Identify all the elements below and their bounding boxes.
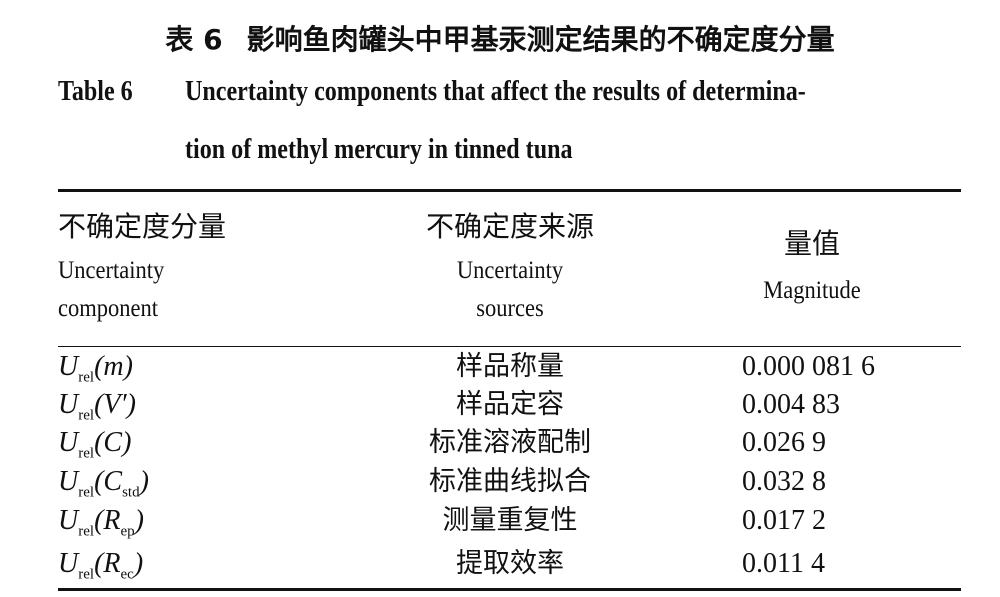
component-cell: Urel(Rec) bbox=[58, 545, 143, 594]
subscript: rel bbox=[78, 566, 95, 583]
caption-zh: 表 6 影响鱼肉罐头中甲基汞测定结果的不确定度分量 bbox=[0, 18, 1000, 58]
subscript: rel bbox=[78, 445, 95, 462]
header-en: component bbox=[58, 295, 158, 322]
subscript: ec bbox=[120, 566, 134, 583]
header-en: Magnitude bbox=[763, 277, 861, 304]
magnitude-cell: 0.026 9 bbox=[742, 427, 826, 458]
header-en: sources bbox=[476, 295, 544, 322]
subscript: rel bbox=[78, 523, 95, 540]
subscript: rel bbox=[78, 369, 95, 386]
caption-label: 表 6 bbox=[165, 23, 223, 56]
magnitude-cell: 0.017 2 bbox=[742, 505, 826, 536]
source-cell: 样品定容 bbox=[456, 389, 564, 420]
component-cell: Urel(Cstd) bbox=[58, 463, 149, 512]
header-rule bbox=[58, 346, 961, 347]
symbol: U bbox=[58, 548, 79, 579]
symbol: (R bbox=[94, 505, 121, 536]
source-cell: 样品称量 bbox=[456, 351, 564, 382]
magnitude-cell: 0.004 83 bbox=[742, 389, 840, 420]
symbol: U bbox=[58, 389, 79, 420]
header-zh: 量值 bbox=[783, 227, 840, 260]
symbol: (C bbox=[94, 466, 123, 497]
symbol: (C) bbox=[94, 427, 132, 458]
symbol: ) bbox=[134, 505, 144, 536]
header-en: Uncertainty bbox=[456, 257, 564, 284]
caption-en-title: tion of methyl mercury in tinned tuna bbox=[185, 134, 573, 165]
symbol: ) bbox=[139, 466, 149, 497]
symbol: ) bbox=[133, 548, 144, 579]
caption-title: 影响鱼肉罐头中甲基汞测定结果的不确定度分量 bbox=[246, 23, 835, 56]
subscript: std bbox=[122, 484, 140, 501]
source-cell: 提取效率 bbox=[456, 548, 564, 579]
component-cell: Urel(C) bbox=[58, 424, 131, 473]
symbol: U bbox=[58, 427, 79, 458]
component-cell: Urel(V′) bbox=[58, 386, 136, 435]
header-zh: 不确定度来源 bbox=[425, 210, 594, 243]
symbol: (V′) bbox=[94, 389, 136, 420]
subscript: ep bbox=[120, 523, 135, 540]
symbol: U bbox=[58, 505, 79, 536]
header-zh: 不确定度分量 bbox=[58, 210, 227, 243]
source-cell: 测量重复性 bbox=[442, 505, 578, 536]
subscript: rel bbox=[78, 407, 95, 424]
component-cell: Urel(Rep) bbox=[58, 502, 144, 551]
magnitude-cell: 0.032 8 bbox=[742, 466, 826, 497]
symbol: (R bbox=[94, 548, 121, 579]
top-rule bbox=[58, 189, 961, 192]
subscript: rel bbox=[78, 484, 95, 501]
caption-en-label: Table 6 bbox=[58, 76, 133, 107]
symbol: (m) bbox=[94, 351, 133, 382]
symbol: U bbox=[58, 466, 79, 497]
bottom-rule bbox=[58, 588, 961, 591]
source-cell: 标准溶液配制 bbox=[429, 427, 591, 458]
magnitude-cell: 0.000 081 6 bbox=[742, 351, 875, 382]
source-cell: 标准曲线拟合 bbox=[429, 466, 591, 497]
component-cell: Urel(m) bbox=[58, 348, 133, 397]
caption-en-title: Uncertainty components that affect the r… bbox=[185, 76, 806, 107]
symbol: U bbox=[58, 351, 79, 382]
header-en: Uncertainty bbox=[58, 257, 165, 284]
magnitude-cell: 0.011 4 bbox=[742, 548, 825, 579]
